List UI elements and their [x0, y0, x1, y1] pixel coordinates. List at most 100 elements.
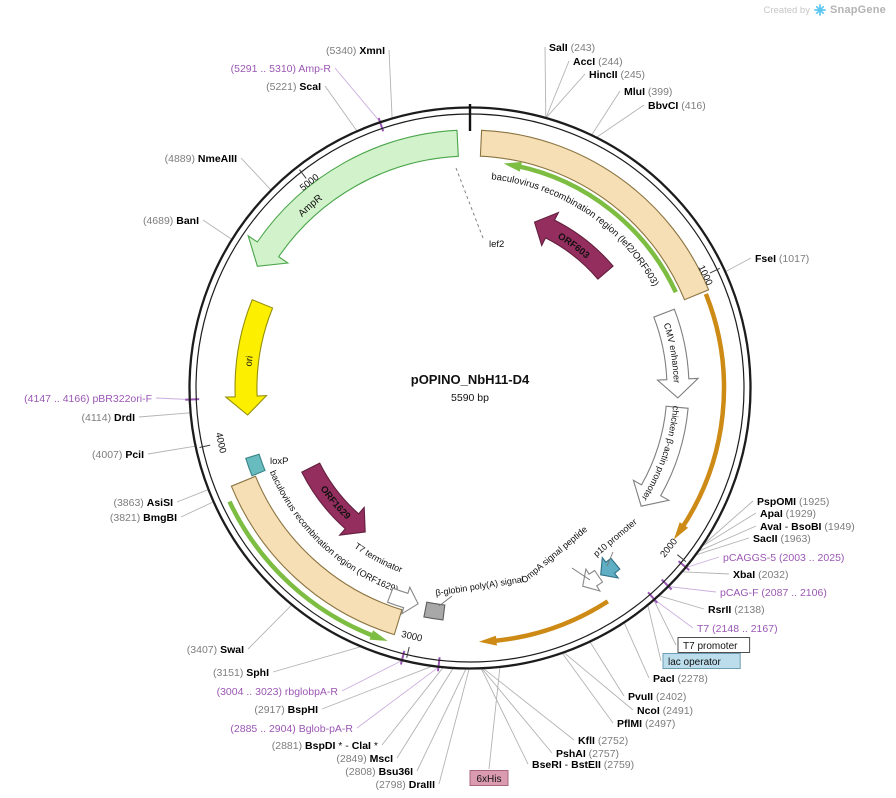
callout-kfli[interactable]: KflI (2752) [578, 735, 628, 747]
primer-tick-4 [677, 560, 690, 571]
callout-line-bsu36i [416, 668, 467, 772]
callout-line-xmni [388, 49, 393, 119]
pointer-lef2-pointer [455, 167, 484, 239]
callout-line-pbr322ori-f [155, 397, 190, 400]
label-box-t7-promoter[interactable] [677, 637, 751, 653]
callout-bsphi[interactable]: (2917) BspHI [254, 704, 318, 716]
callout-swai[interactable]: (3407) SwaI [187, 644, 244, 656]
callout-draiii[interactable]: (2798) DraIII [375, 779, 435, 791]
label-box-6xhis[interactable] [469, 770, 509, 786]
pointer-bglobin-pointer [438, 595, 453, 607]
callout-line-pcaggs-5 [686, 556, 720, 568]
ampr-shape [247, 129, 459, 267]
feature-orf1629-green-arrow[interactable] [227, 500, 388, 641]
callout-6xhis[interactable]: 6xHis [476, 774, 501, 785]
callout-pcag-f[interactable]: pCAG-F (2087 .. 2106) [720, 587, 827, 599]
callout-line-bbvci [596, 104, 645, 138]
callout-pflmi[interactable]: PflMI (2497) [617, 718, 675, 730]
primer-tick-5 [660, 578, 673, 591]
callout-sacii[interactable]: SacII (1963) [753, 533, 811, 545]
callout-drdi[interactable]: (4114) DrdI [82, 412, 136, 424]
feature-label-ori: ori [243, 355, 255, 367]
callout-rbglobpa-r[interactable]: (3004 .. 3023) rbglobpA-R [217, 686, 339, 698]
orf1629-green-arrow-arc [227, 500, 377, 640]
callout-line-asisi [176, 489, 209, 503]
callout-fsei[interactable]: FseI (1017) [755, 253, 809, 265]
feature-loxp[interactable] [245, 453, 266, 477]
ori-shape [224, 298, 274, 416]
callout-line-mlui [591, 90, 621, 136]
callout-line-pflmi [562, 653, 614, 724]
callout-sphi[interactable]: (3151) SphI [213, 667, 269, 679]
callout-nmeaiii[interactable]: (4889) NmeAIII [165, 153, 237, 165]
callout-t7-primer[interactable]: T7 (2148 .. 2167) [697, 623, 778, 635]
callout-msci[interactable]: (2849) MscI [336, 753, 393, 765]
callout-line-pcag-f [668, 586, 717, 593]
callout-mlui[interactable]: MluI (399) [624, 86, 672, 98]
plasmid-size: 5590 bp [451, 392, 489, 404]
callout-bani[interactable]: (4689) BanI [143, 215, 199, 227]
callout-amp-r-primer[interactable]: (5291 .. 5310) Amp-R [231, 63, 332, 75]
scale-tick-3000 [406, 646, 410, 658]
callout-apai[interactable]: ApaI (1929) [760, 508, 816, 520]
label-lef2-label[interactable]: lef2 [489, 239, 504, 250]
feature-transcript-arc-right[interactable] [673, 293, 727, 540]
callout-pbr322ori-f[interactable]: (4147 .. 4166) pBR322ori-F [24, 393, 152, 405]
lef2-green-arrow-arrowhead [503, 161, 522, 172]
callout-ncoi[interactable]: NcoI (2491) [637, 705, 693, 717]
callout-line-bani [202, 219, 232, 240]
callout-line-kfli [483, 668, 575, 741]
label-p10-label[interactable]: p10 promoter [591, 517, 638, 559]
callout-xmni[interactable]: (5340) XmnI [326, 45, 385, 57]
callout-asisi[interactable]: (3863) AsiSI [113, 497, 173, 509]
cds-arc-arc [491, 599, 610, 644]
bac-recomb-orf1629-shape [230, 475, 403, 636]
callout-bmgbi[interactable]: (3821) BmgBI [110, 512, 177, 524]
callout-line-acci [545, 60, 570, 118]
label-ompa-label[interactable]: OmpA signal peptide [519, 524, 589, 585]
feature-cmv-enhancer[interactable]: CMV enhancer [644, 282, 700, 430]
feature-cds-arc[interactable] [478, 599, 610, 646]
loxp-shape [245, 453, 266, 477]
callout-line-scai [324, 85, 358, 132]
callout-paci[interactable]: PacI (2278) [653, 673, 708, 685]
feature-lef2-green-arrow[interactable] [503, 161, 678, 294]
callout-line-sacii [695, 537, 750, 556]
feature-beta-globin-polya-signal[interactable] [423, 601, 446, 621]
feature-p10-promoter[interactable] [600, 556, 621, 579]
callout-hincii[interactable]: HincII (245) [589, 69, 645, 81]
callout-rsrii[interactable]: RsrII (2138) [708, 604, 765, 616]
callout-t7-promoter[interactable]: T7 promoter [683, 641, 738, 652]
callout-pspomi[interactable]: PspOMI (1925) [757, 496, 829, 508]
callout-scai[interactable]: (5221) ScaI [266, 81, 321, 93]
callout-bseri-bsteii[interactable]: BseRI - BstEII (2759) [532, 759, 634, 771]
callout-pcii[interactable]: (4007) PciI [92, 449, 144, 461]
feature-ori[interactable]: ori [224, 298, 274, 416]
callout-xbai[interactable]: XbaI (2032) [733, 569, 788, 581]
callout-pcaggs-5[interactable]: pCAGGS-5 (2003 .. 2025) [723, 552, 844, 564]
feature-bac-recomb-orf1629[interactable]: baculovirus recombination region (ORF162… [230, 370, 499, 636]
callout-bbvci[interactable]: BbvCI (416) [648, 100, 706, 112]
callout-line-xbai [682, 571, 730, 575]
primer-tick-3 [437, 657, 441, 672]
callout-sali[interactable]: SalI (243) [549, 42, 595, 54]
callout-avai-bsobi[interactable]: AvaI - BsoBI (1949) [760, 521, 855, 533]
t7-terminator-shape [386, 585, 419, 616]
feature-ampr[interactable]: AmpR [247, 129, 459, 267]
scale-tick-2000 [676, 554, 687, 562]
callout-line-fsei [725, 257, 752, 272]
callout-bglob-pa-r[interactable]: (2885 .. 2904) Bglob-pA-R [230, 723, 353, 735]
callout-bsu36i[interactable]: (2808) Bsu36I [345, 766, 413, 778]
feature-ompa-signal-peptide[interactable] [582, 567, 604, 592]
callout-pshai[interactable]: PshAI (2757) [556, 748, 619, 760]
callout-bspdi-clai[interactable]: (2881) BspDI * - ClaI * [272, 740, 378, 752]
label-loxp-label[interactable]: loxP [270, 456, 288, 467]
callout-line-t7-primer [654, 599, 694, 629]
label-box-lac-operator[interactable] [662, 653, 741, 669]
callout-line-bsphi [321, 665, 432, 710]
label-bglobin-label[interactable]: β-globin poly(A) signal [435, 574, 525, 598]
callout-lac-operator[interactable]: lac operator [668, 657, 721, 668]
callout-pvuii[interactable]: PvuII (2402) [628, 691, 686, 703]
callout-acci[interactable]: AccI (244) [573, 56, 623, 68]
